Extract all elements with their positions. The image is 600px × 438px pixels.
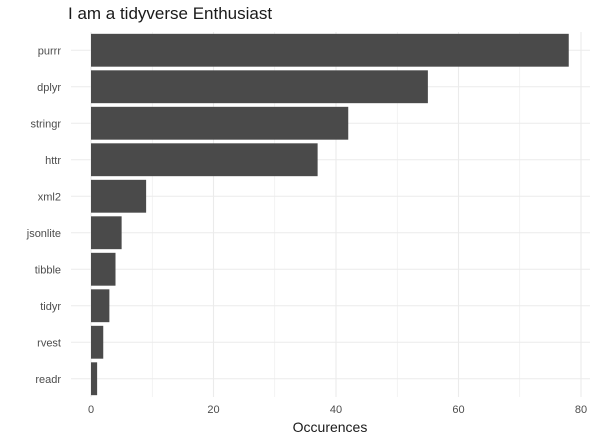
bar [91,106,349,140]
x-tick-label: 60 [452,404,464,416]
y-tick-label: tidyr [40,301,61,313]
bar [91,325,104,359]
y-tick-label: xml2 [38,191,61,203]
x-tick-label: 80 [575,404,587,416]
bar [91,143,318,177]
bar [91,216,122,250]
bar [91,289,110,323]
y-tick-label: jsonlite [26,228,61,240]
y-tick-label: tibble [35,264,61,276]
x-tick-labels: 0 20 40 60 80 [88,404,587,416]
bar [91,70,428,104]
y-tick-label: purrr [38,45,62,57]
y-tick-labels: purrr dplyr stringr httr xml2 jsonlite tibble t… [26,45,62,386]
bar [91,362,98,396]
y-tick-label: readr [35,374,61,386]
x-tick-label: 20 [207,404,219,416]
y-tick-label: rvest [37,337,61,349]
y-tick-label: httr [45,155,61,167]
bar [91,179,147,213]
y-tick-label: dplyr [37,82,61,94]
chart-title: I am a tidyverse Enthusiast [68,4,273,23]
bar [91,33,569,67]
y-tick-label: stringr [30,118,61,130]
x-axis-title: Occurences [293,419,368,435]
bars [91,33,569,396]
x-tick-label: 40 [330,404,342,416]
x-tick-label: 0 [88,404,94,416]
bar [91,252,116,286]
